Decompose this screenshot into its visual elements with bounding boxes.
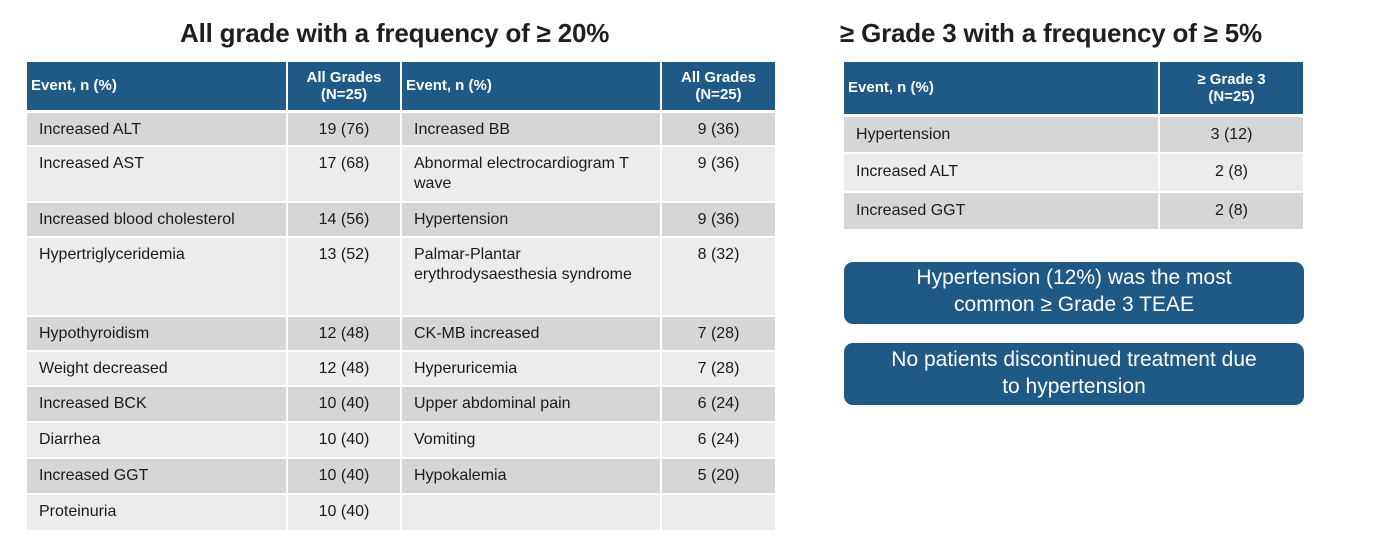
value-cell: 14 (56) xyxy=(287,202,402,238)
table-header-row: Event, n (%) ≥ Grade 3 (N=25) xyxy=(844,62,1303,117)
table-row: Weight decreased 12 (48) Hyperuricemia 7… xyxy=(27,351,775,387)
table-header-row: Event, n (%) All Grades (N=25) Event, n … xyxy=(27,62,775,113)
value-cell: 5 (20) xyxy=(661,458,775,495)
all-grades-header-line2: (N=25) xyxy=(695,85,742,103)
event-cell: Weight decreased xyxy=(27,351,288,387)
event-cell: Palmar-Plantar erythrodysaesthesia syndr… xyxy=(401,237,662,317)
table-row: Proteinuria 10 (40) xyxy=(27,494,775,532)
grade3-title: ≥ Grade 3 with a frequency of ≥ 5% xyxy=(840,18,1262,48)
all-grade-table: Event, n (%) All Grades (N=25) Event, n … xyxy=(27,62,775,532)
event-cell: CK-MB increased xyxy=(401,316,662,352)
event-cell: Increased blood cholesterol xyxy=(27,202,288,238)
all-grade-title: All grade with a frequency of ≥ 20% xyxy=(180,18,610,48)
table-row: Increased BCK 10 (40) Upper abdominal pa… xyxy=(27,386,775,423)
table-row: Hypothyroidism 12 (48) CK-MB increased 7… xyxy=(27,316,775,352)
event-cell: Hypertension xyxy=(401,202,662,238)
grade3-header-line1: ≥ Grade 3 xyxy=(1197,70,1266,88)
table-row: Increased GGT 2 (8) xyxy=(844,192,1303,231)
value-cell: 2 (8) xyxy=(1159,153,1303,193)
all-grades-header: All Grades (N=25) xyxy=(661,62,775,113)
discontinuation-callout: No patients discontinued treatment due t… xyxy=(844,343,1304,405)
value-cell: 9 (36) xyxy=(661,146,775,203)
value-cell: 19 (76) xyxy=(287,111,402,147)
table-row: Increased AST 17 (68) Abnormal electroca… xyxy=(27,146,775,203)
value-cell: 3 (12) xyxy=(1159,115,1303,154)
value-cell: 12 (48) xyxy=(287,351,402,387)
event-cell: Increased GGT xyxy=(27,458,288,495)
event-cell: Hypertension xyxy=(844,115,1160,154)
grade3-table: Event, n (%) ≥ Grade 3 (N=25) Hypertensi… xyxy=(844,62,1303,231)
table-row: Increased blood cholesterol 14 (56) Hype… xyxy=(27,202,775,238)
value-cell: 2 (8) xyxy=(1159,192,1303,231)
all-grades-header-line1: All Grades xyxy=(306,68,382,86)
hypertension-callout: Hypertension (12%) was the most common ≥… xyxy=(844,262,1304,324)
event-cell: Increased GGT xyxy=(844,192,1160,231)
event-header: Event, n (%) xyxy=(401,62,662,113)
event-cell: Hyperuricemia xyxy=(401,351,662,387)
value-cell: 8 (32) xyxy=(661,237,775,317)
value-cell: 10 (40) xyxy=(287,494,402,532)
event-header: Event, n (%) xyxy=(27,62,288,113)
table-row: Increased ALT 19 (76) Increased BB 9 (36… xyxy=(27,111,775,147)
table-row: Hypertriglyceridemia 13 (52) Palmar-Plan… xyxy=(27,237,775,317)
value-cell: 13 (52) xyxy=(287,237,402,317)
event-header: Event, n (%) xyxy=(844,62,1160,117)
value-cell: 17 (68) xyxy=(287,146,402,203)
all-grades-header-line2: (N=25) xyxy=(320,85,368,103)
value-cell: 10 (40) xyxy=(287,386,402,423)
event-cell: Increased BB xyxy=(401,111,662,147)
event-cell: Upper abdominal pain xyxy=(401,386,662,423)
event-cell: Vomiting xyxy=(401,422,662,459)
value-cell: 9 (36) xyxy=(661,111,775,147)
value-cell: 6 (24) xyxy=(661,386,775,423)
value-cell: 9 (36) xyxy=(661,202,775,238)
table-row: Hypertension 3 (12) xyxy=(844,115,1303,154)
event-cell: Hypothyroidism xyxy=(27,316,288,352)
event-cell: Abnormal electrocardiogram T wave xyxy=(401,146,662,203)
value-cell: 10 (40) xyxy=(287,422,402,459)
value-cell: 7 (28) xyxy=(661,351,775,387)
callout-line: to hypertension xyxy=(1002,375,1146,398)
table-row: Increased ALT 2 (8) xyxy=(844,153,1303,193)
all-grades-header-line1: All Grades xyxy=(680,68,757,86)
callout-line: common ≥ Grade 3 TEAE xyxy=(954,293,1194,316)
callout-line: No patients discontinued treatment due xyxy=(891,348,1257,371)
all-grades-header: All Grades (N=25) xyxy=(287,62,402,113)
event-cell: Hypertriglyceridemia xyxy=(27,237,288,317)
value-cell: 12 (48) xyxy=(287,316,402,352)
event-cell: Hypokalemia xyxy=(401,458,662,495)
callout-line: Hypertension (12%) was the most xyxy=(916,266,1232,289)
value-cell: 7 (28) xyxy=(661,316,775,352)
grade3-header-line2: (N=25) xyxy=(1208,87,1255,105)
event-cell: Increased ALT xyxy=(27,111,288,147)
grade3-header: ≥ Grade 3 (N=25) xyxy=(1159,62,1303,117)
event-cell xyxy=(401,494,662,532)
event-cell: Proteinuria xyxy=(27,494,288,532)
value-cell: 6 (24) xyxy=(661,422,775,459)
event-cell: Increased BCK xyxy=(27,386,288,423)
value-cell xyxy=(661,494,775,532)
value-cell: 10 (40) xyxy=(287,458,402,495)
event-cell: Increased ALT xyxy=(844,153,1160,193)
event-cell: Increased AST xyxy=(27,146,288,203)
table-row: Increased GGT 10 (40) Hypokalemia 5 (20) xyxy=(27,458,775,495)
event-cell: Diarrhea xyxy=(27,422,288,459)
table-row: Diarrhea 10 (40) Vomiting 6 (24) xyxy=(27,422,775,459)
